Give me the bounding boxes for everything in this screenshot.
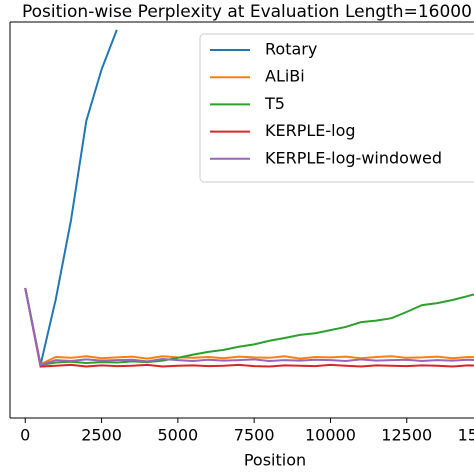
legend-label: T5: [264, 94, 285, 113]
x-tick-label: 10000: [305, 426, 356, 445]
legend-label: KERPLE-log: [265, 121, 356, 140]
x-tick-label: 2500: [81, 426, 122, 445]
legend-label: ALiBi: [265, 67, 305, 86]
legend-box: [199, 33, 474, 183]
series-line: [24, 287, 474, 366]
series-line: [24, 29, 118, 366]
x-axis-label: Position: [244, 451, 306, 470]
x-tick-label: 5000: [158, 426, 199, 445]
series-line: [24, 287, 474, 368]
series-line: [24, 287, 474, 367]
x-tick-label: 7500: [234, 426, 275, 445]
x-tick-label: 12500: [381, 426, 432, 445]
x-tick-label: 0: [20, 426, 30, 445]
x-tick-label: 15000: [458, 426, 474, 445]
chart-title: Position-wise Perplexity at Evaluation L…: [22, 2, 472, 22]
legend-label: Rotary: [265, 40, 317, 59]
legend-label: KERPLE-log-windowed: [265, 148, 442, 167]
series-line: [24, 287, 474, 367]
